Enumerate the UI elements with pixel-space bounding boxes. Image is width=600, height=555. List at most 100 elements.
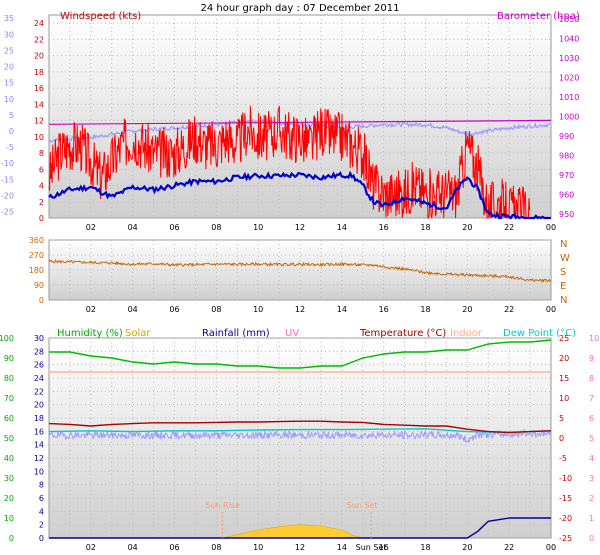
rain-tick-6: 18 xyxy=(34,414,44,423)
uv-tick-9: 1 xyxy=(589,514,594,523)
dir-tick-2: 180 xyxy=(29,266,44,275)
outer-tick-11: -20 xyxy=(1,191,14,200)
hum-tick-8: 20 xyxy=(4,494,14,503)
wind-tick-8: 8 xyxy=(39,149,44,158)
dir-tick-3: 90 xyxy=(34,281,44,290)
series-temperature xyxy=(48,420,552,434)
series-windspeed xyxy=(48,105,531,220)
temp-tick-6: -5 xyxy=(559,454,567,463)
legend-indoor: Indoor xyxy=(450,328,483,339)
grid-lines xyxy=(49,15,551,539)
x-tick-0-3: 08 xyxy=(211,223,221,232)
wind-tick-11: 2 xyxy=(39,198,44,207)
outer-tick-12: -25 xyxy=(1,208,14,217)
x-tick-2-11: 22 xyxy=(504,543,514,552)
x-tick-2-10: 20 xyxy=(462,543,472,552)
rain-tick-0: 30 xyxy=(34,334,44,343)
uv-tick-4: 6 xyxy=(589,414,594,423)
compass-tick-1: W xyxy=(560,253,570,264)
uv-tick-3: 7 xyxy=(589,394,594,403)
legend-dewpoint: Dew Point (°C) xyxy=(503,328,576,339)
x-tick-0-2: 06 xyxy=(169,223,179,232)
x-tick-1-6: 14 xyxy=(337,305,347,314)
sunset-label: Sun Set xyxy=(347,501,378,510)
x-tick-0-11: 00 xyxy=(546,223,556,232)
legend-temperature: Temperature (°C) xyxy=(359,328,446,339)
uv-tick-0: 10 xyxy=(589,334,599,343)
x-tick-0-4: 10 xyxy=(253,223,263,232)
legend-humidity: Humidity (%) xyxy=(57,328,123,339)
hum-tick-0: 100 xyxy=(0,334,14,343)
wind-tick-0: 24 xyxy=(34,19,44,28)
dir-tick-4: 0 xyxy=(39,296,44,305)
series-solar xyxy=(222,524,363,539)
series-dewpoint xyxy=(48,428,552,434)
compass-tick-4: N xyxy=(560,295,567,306)
uv-tick-1: 9 xyxy=(589,354,594,363)
temp-tick-0: 25 xyxy=(559,334,569,343)
x-tick-1-9: 20 xyxy=(462,305,472,314)
hum-tick-5: 50 xyxy=(4,434,14,443)
x-tick-2-1: 04 xyxy=(128,543,138,552)
chart-title: 24 hour graph day : 07 December 2011 xyxy=(201,3,400,14)
legend-solar: Solar xyxy=(125,328,151,339)
x-tick-1-7: 16 xyxy=(379,305,389,314)
x-tick-0-0: 02 xyxy=(86,223,96,232)
x-tick-2-12: 00 xyxy=(546,543,556,552)
temp-tick-9: -20 xyxy=(559,514,572,523)
outer-tick-10: -15 xyxy=(1,175,14,184)
wind-tick-12: 0 xyxy=(39,214,44,223)
wind-tick-3: 18 xyxy=(34,68,44,77)
hum-tick-9: 10 xyxy=(4,514,14,523)
series-temperature-noise xyxy=(48,428,552,444)
wind-tick-9: 6 xyxy=(39,165,44,174)
x-tick-2-5: 12 xyxy=(295,543,305,552)
legend-barometer: Barometer (hpa) xyxy=(497,11,580,22)
x-tick-0-9: 20 xyxy=(462,223,472,232)
dir-tick-0: 360 xyxy=(29,236,44,245)
x-tick-0-7: 16 xyxy=(379,223,389,232)
temp-tick-5: 0 xyxy=(559,434,564,443)
x-tick-1-11: 00 xyxy=(546,305,556,314)
panel-2-background xyxy=(48,239,552,301)
outer-tick-7: 0 xyxy=(9,127,14,136)
wind-tick-1: 22 xyxy=(34,35,44,44)
hum-tick-1: 90 xyxy=(4,354,14,363)
wind-tick-4: 16 xyxy=(34,84,44,93)
annotations: Sun Rise Sun Set xyxy=(205,501,378,538)
compass-tick-2: S xyxy=(560,267,566,278)
wind-tick-7: 10 xyxy=(34,133,44,142)
baro-tick-8: 970 xyxy=(559,171,574,180)
outer-tick-4: 15 xyxy=(4,79,14,88)
x-tick-2-8: 16 xyxy=(379,543,389,552)
uv-tick-8: 2 xyxy=(589,494,594,503)
x-tick-1-4: 10 xyxy=(253,305,263,314)
wind-tick-10: 4 xyxy=(39,182,44,191)
sunrise-label: Sun Rise xyxy=(205,501,240,510)
x-tick-1-0: 02 xyxy=(86,305,96,314)
baro-tick-5: 1000 xyxy=(559,113,579,122)
rain-tick-8: 14 xyxy=(34,441,44,450)
x-tick-0-6: 14 xyxy=(337,223,347,232)
uv-tick-5: 5 xyxy=(589,434,594,443)
series-average-wind xyxy=(48,170,551,220)
baro-tick-3: 1020 xyxy=(559,73,579,82)
outer-tick-9: -10 xyxy=(1,159,14,168)
rain-tick-9: 12 xyxy=(34,454,44,463)
x-tick-1-8: 18 xyxy=(420,305,430,314)
rain-tick-14: 2 xyxy=(39,521,44,530)
series-barometer xyxy=(48,119,552,125)
outer-tick-3: 20 xyxy=(4,63,14,72)
baro-tick-0: 1050 xyxy=(559,15,579,24)
rain-tick-2: 26 xyxy=(34,361,44,370)
series-layer xyxy=(48,105,552,539)
dir-tick-1: 270 xyxy=(29,251,44,260)
rain-tick-13: 4 xyxy=(39,507,44,516)
wind-tick-6: 12 xyxy=(34,117,44,126)
uv-tick-10: 0 xyxy=(589,534,594,543)
outer-tick-5: 10 xyxy=(4,95,14,104)
x-tick-1-5: 12 xyxy=(295,305,305,314)
